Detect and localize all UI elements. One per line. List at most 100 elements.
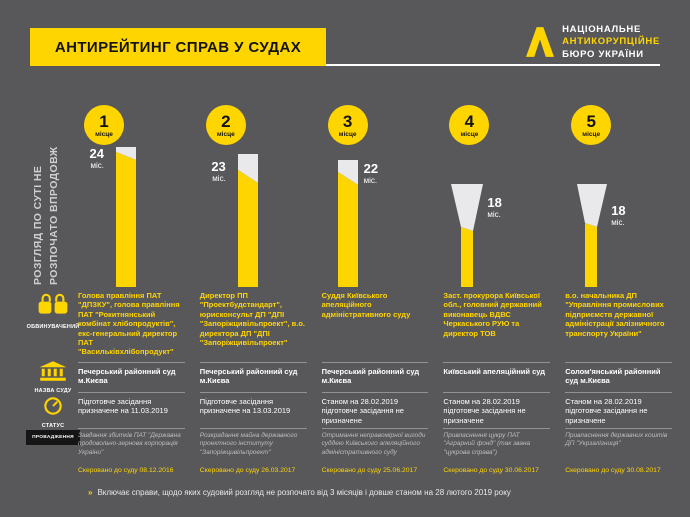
months-value: 18: [611, 203, 626, 218]
cases-grid: 1 місце 24 міс. Голова правління ПАТ "ДП…: [78, 95, 682, 476]
rank-badge: 5 місце: [571, 105, 612, 145]
page-title: АНТИРЕЙТИНГ СПРАВ У СУДАХ: [54, 38, 302, 56]
logo-line-1: НАЦІОНАЛЬНЕ: [562, 24, 642, 35]
proceedings-badge: ПРОВАДЖЕННЯ: [26, 430, 80, 445]
row-divider: [199, 428, 307, 429]
row-divider: [199, 362, 307, 363]
delay-bar: 23 міс.: [211, 154, 268, 287]
header-divider: [30, 64, 660, 66]
row-divider: [565, 428, 672, 429]
row-divider: [443, 362, 551, 363]
rank-place-label: місце: [582, 130, 601, 138]
delay-bar: 18 міс.: [449, 184, 502, 287]
delay-bar: 24 міс.: [90, 147, 146, 287]
status-text: Станом на 28.02.2019 підготовче засіданн…: [565, 397, 648, 425]
delay-bar-shape: [237, 154, 258, 287]
logo-line-3: БЮРО УКРАЇНИ: [562, 48, 644, 60]
status-text: Підготовче засідання призначене на 13.03…: [199, 397, 291, 416]
rank-badge: 1 місце: [84, 105, 124, 145]
months-label: 23 міс.: [200, 160, 226, 183]
months-value: 22: [363, 161, 379, 176]
case-column-1: 1 місце 24 міс. Голова правління ПАТ "ДП…: [78, 95, 195, 476]
rank-place-label: місце: [95, 130, 113, 138]
delay-bar: 22 міс.: [330, 160, 378, 287]
accused-text: в.о. начальника ДП "Управління промислов…: [565, 291, 665, 338]
rank-number: 3: [342, 111, 353, 131]
sent-to-court-date: Скеровано до суду 08.12.2016: [78, 467, 174, 474]
proceedings-text: Отримання неправомірної вигоди суддею Ки…: [321, 432, 426, 456]
accused-text: Заст. прокурора Київської обл., головний…: [443, 291, 542, 338]
sent-to-court-date: Скеровано до суду 30.06.2017: [443, 467, 539, 474]
row-divider: [565, 362, 672, 363]
case-column-3: 3 місце 22 міс. Суддя Київського апеляці…: [321, 95, 439, 476]
row-header-accused: ОБВИНУВАЧЕНИЙ: [26, 291, 80, 330]
delay-bar: 18 міс.: [573, 184, 626, 287]
row-label-accused: ОБВИНУВАЧЕНИЙ: [26, 324, 80, 330]
footnote-marker: »: [88, 488, 93, 497]
case-column-5: 5 місце 18 міс. в.о. начальника ДП "Упра…: [565, 95, 682, 476]
months-label: 24 міс.: [78, 147, 104, 170]
proceedings-text: Привласнення державних коштів ДП "Укрзал…: [565, 432, 668, 448]
title-banner: АНТИРЕЙТИНГ СПРАВ У СУДАХ: [30, 28, 326, 66]
status-text: Підготовче засідання призначене на 11.03…: [78, 397, 168, 416]
proceedings-text: Завдання збитків ПАТ "Державна продоволь…: [78, 432, 181, 456]
months-value: 24: [89, 146, 104, 161]
rank-number: 1: [99, 111, 109, 131]
delay-bar-shape: [577, 184, 608, 287]
months-label: 18 міс.: [487, 196, 515, 219]
gauge-icon: [44, 397, 62, 415]
row-divider: [565, 392, 672, 393]
delay-bar-shape: [451, 184, 484, 287]
rank-badge: 4 місце: [449, 105, 490, 145]
row-divider: [443, 392, 551, 393]
months-unit: міс.: [487, 210, 501, 219]
rank-number: 2: [221, 111, 231, 131]
sent-to-court-date: Скеровано до суду 30.08.2017: [565, 467, 661, 474]
accused-text: Директор ПП "Проектбудстандарт", юрискон…: [199, 291, 305, 347]
vertical-label-line-2: РОЗПОЧАТО ВПРОДОВЖ: [48, 146, 61, 285]
handcuffs-icon: [38, 293, 68, 314]
rank-number: 4: [464, 111, 475, 131]
row-divider: [78, 362, 185, 363]
status-text: Станом на 28.02.2019 підготовче засіданн…: [321, 397, 404, 425]
court-text: Солом'янський районний суд м.Києва: [565, 367, 661, 386]
court-text: Печерський районний суд м.Києва: [199, 367, 298, 386]
months-unit: міс.: [90, 161, 105, 170]
case-column-4: 4 місце 18 міс. Заст. прокурора Київсько…: [443, 95, 560, 476]
months-unit: міс.: [611, 218, 625, 227]
delay-bar-shape: [337, 160, 358, 287]
row-divider: [321, 362, 429, 363]
rank-place-label: місце: [216, 130, 235, 138]
delay-bar-shape: [116, 147, 136, 287]
months-label: 18 міс.: [611, 204, 639, 227]
row-label-status: СТАТУС: [41, 423, 65, 429]
rank-badge: 3 місце: [327, 105, 368, 145]
row-divider: [321, 428, 429, 429]
row-divider: [321, 392, 429, 393]
rank-place-label: місце: [460, 130, 479, 138]
rank-place-label: місце: [338, 130, 357, 138]
court-text: Київський апеляційний суд: [443, 367, 546, 376]
court-text: Печерський районний суд м.Києва: [321, 367, 420, 386]
row-divider: [199, 392, 307, 393]
vertical-label-line-1: РОЗГЛЯД ПО СУТІ НЕ: [32, 165, 44, 285]
row-divider: [78, 392, 185, 393]
footnote: » Включає справи, щодо яких судовий розгл…: [88, 488, 658, 497]
sent-to-court-date: Скеровано до суду 25.06.2017: [321, 467, 418, 474]
sent-to-court-date: Скеровано до суду 26.03.2017: [199, 467, 296, 474]
accused-text: Суддя Київського апеляційного адміністра…: [321, 291, 411, 319]
rank-badge: 2 місце: [205, 105, 246, 145]
case-column-2: 2 місце 23 міс. Директор ПП "Проектбудст…: [199, 95, 317, 476]
months-unit: міс.: [212, 174, 226, 183]
court-text: Печерський районний суд м.Києва: [78, 367, 176, 386]
row-header-status: СТАТУС: [26, 396, 80, 429]
nabu-logo-text: НАЦІОНАЛЬНЕ АНТИКОРУПЦІЙНЕ БЮРО УКРАЇНИ: [562, 24, 660, 60]
footnote-text: Включає справи, щодо яких судовий розгля…: [97, 488, 511, 497]
status-text: Станом на 28.02.2019 підготовче засіданн…: [443, 397, 526, 425]
logo-line-2: АНТИКОРУПЦІЙНЕ: [562, 36, 660, 48]
rank-number: 5: [586, 111, 596, 131]
row-label-court: НАЗВА СУДУ: [34, 388, 72, 394]
months-value: 18: [487, 195, 502, 210]
months-label: 22 міс.: [364, 162, 392, 185]
row-header-proceedings: ПРОВАДЖЕННЯ: [26, 430, 80, 445]
